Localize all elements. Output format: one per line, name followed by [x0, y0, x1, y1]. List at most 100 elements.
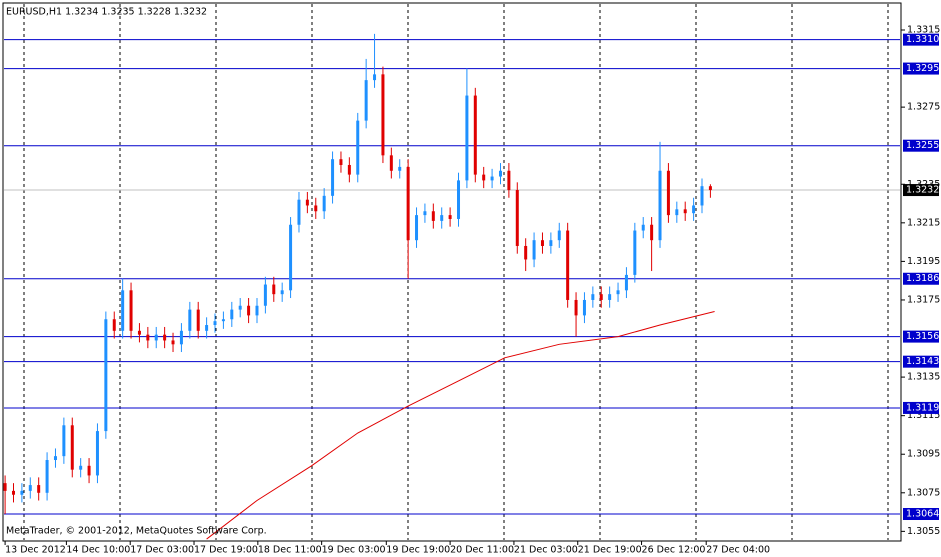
candle-body [381, 74, 385, 156]
candle-body [582, 299, 586, 316]
candle-body [624, 274, 628, 291]
candle-body [398, 166, 402, 171]
candle-body [515, 190, 519, 246]
y-tick-label: 1.3175 [907, 294, 940, 305]
level-label-box [903, 355, 939, 368]
level-label-box [903, 272, 939, 285]
candle-body [331, 159, 335, 196]
candle-body [11, 490, 15, 495]
level-label: 1.3143 [906, 356, 939, 367]
candle-body [448, 215, 452, 219]
candle-body [498, 170, 502, 177]
candle-body [591, 294, 595, 300]
candle-body [708, 186, 712, 191]
candle-body [20, 490, 24, 495]
candle-body [356, 120, 360, 175]
candle-body [179, 330, 183, 345]
candle-body [247, 305, 251, 316]
candle-body [196, 309, 200, 331]
candle-body [415, 215, 419, 241]
candle-body [188, 309, 192, 331]
candle-body [364, 80, 368, 121]
candle-body [557, 230, 561, 241]
candle-body [87, 465, 91, 476]
candle-body [641, 224, 645, 231]
level-label-box [903, 508, 939, 521]
candle-body [163, 334, 167, 341]
candle-body [490, 176, 494, 181]
x-tick-label: 27 Dec 04:00 [706, 545, 770, 556]
candle-body [650, 224, 654, 241]
y-tick-label: 1.3195 [907, 256, 940, 267]
candle-body [322, 195, 326, 212]
candle-body [658, 170, 662, 241]
candle-body [280, 290, 284, 295]
candle-body [314, 205, 318, 212]
candle-body [482, 174, 486, 181]
candle-body [112, 319, 116, 331]
candle-body [666, 170, 670, 216]
candle-body [440, 215, 444, 221]
x-tick-label: 17 Dec 03:00 [130, 545, 194, 556]
candle-body [154, 334, 158, 341]
candle-body [406, 166, 410, 241]
x-tick-label: 17 Dec 19:00 [194, 545, 258, 556]
candle-body [599, 294, 603, 300]
candle-body [272, 284, 276, 295]
candle-body [146, 334, 150, 341]
candle-body [79, 465, 83, 470]
level-label-box [903, 330, 939, 343]
level-label: 1.3119 [906, 402, 939, 413]
candle-body [37, 485, 41, 493]
candle-body [95, 431, 99, 476]
candle-body [53, 456, 57, 461]
candle-body [289, 224, 293, 291]
candle-body [263, 284, 267, 306]
candle-body [616, 290, 620, 295]
plot-frame [2, 2, 902, 542]
candle-body [70, 425, 74, 470]
candle-body [28, 485, 32, 491]
level-label: 1.3255 [906, 140, 939, 151]
candle-body [45, 460, 49, 493]
candle-body [347, 164, 351, 175]
candle-body [104, 319, 108, 432]
level-label-box [903, 33, 939, 46]
footer: MetaTrader, © 2001-2012, MetaQuotes Soft… [6, 526, 267, 537]
candle-body [255, 305, 259, 316]
candle-body [431, 211, 435, 221]
candle-body [305, 199, 309, 206]
current-price-label: 1.3232 [906, 185, 939, 196]
candle-body [566, 230, 570, 300]
candle-body [574, 299, 578, 316]
candle-body [608, 294, 612, 300]
candle-body [700, 186, 704, 206]
candle-body [171, 340, 175, 345]
candle-body [129, 290, 133, 331]
candle-body [457, 180, 461, 219]
candle-body [540, 240, 544, 246]
x-tick-label: 13 Dec 2012 [5, 545, 66, 556]
level-label-box [903, 139, 939, 152]
candle-body [683, 209, 687, 214]
candle-body [532, 240, 536, 260]
candle-body [465, 95, 469, 181]
candle-body [238, 305, 242, 310]
candle-body [549, 240, 553, 246]
candle-body [675, 209, 679, 216]
level-label: 1.3156 [906, 331, 939, 342]
level-label: 1.3310 [906, 34, 939, 45]
candle-body [633, 230, 637, 275]
y-tick-label: 1.3275 [907, 102, 940, 113]
level-label: 1.3186 [906, 273, 939, 284]
y-tick-label: 1.3115 [907, 410, 940, 421]
candle-body [507, 170, 511, 191]
x-tick-label: 21 Dec 03:00 [514, 545, 578, 556]
level-label: 1.3295 [906, 63, 939, 74]
candle-body [121, 290, 125, 331]
y-tick-label: 1.3135 [907, 372, 940, 383]
candle-body [339, 159, 343, 165]
x-tick-label: 14 Dec 10:00 [66, 545, 130, 556]
y-tick-label: 1.3315 [907, 24, 940, 35]
